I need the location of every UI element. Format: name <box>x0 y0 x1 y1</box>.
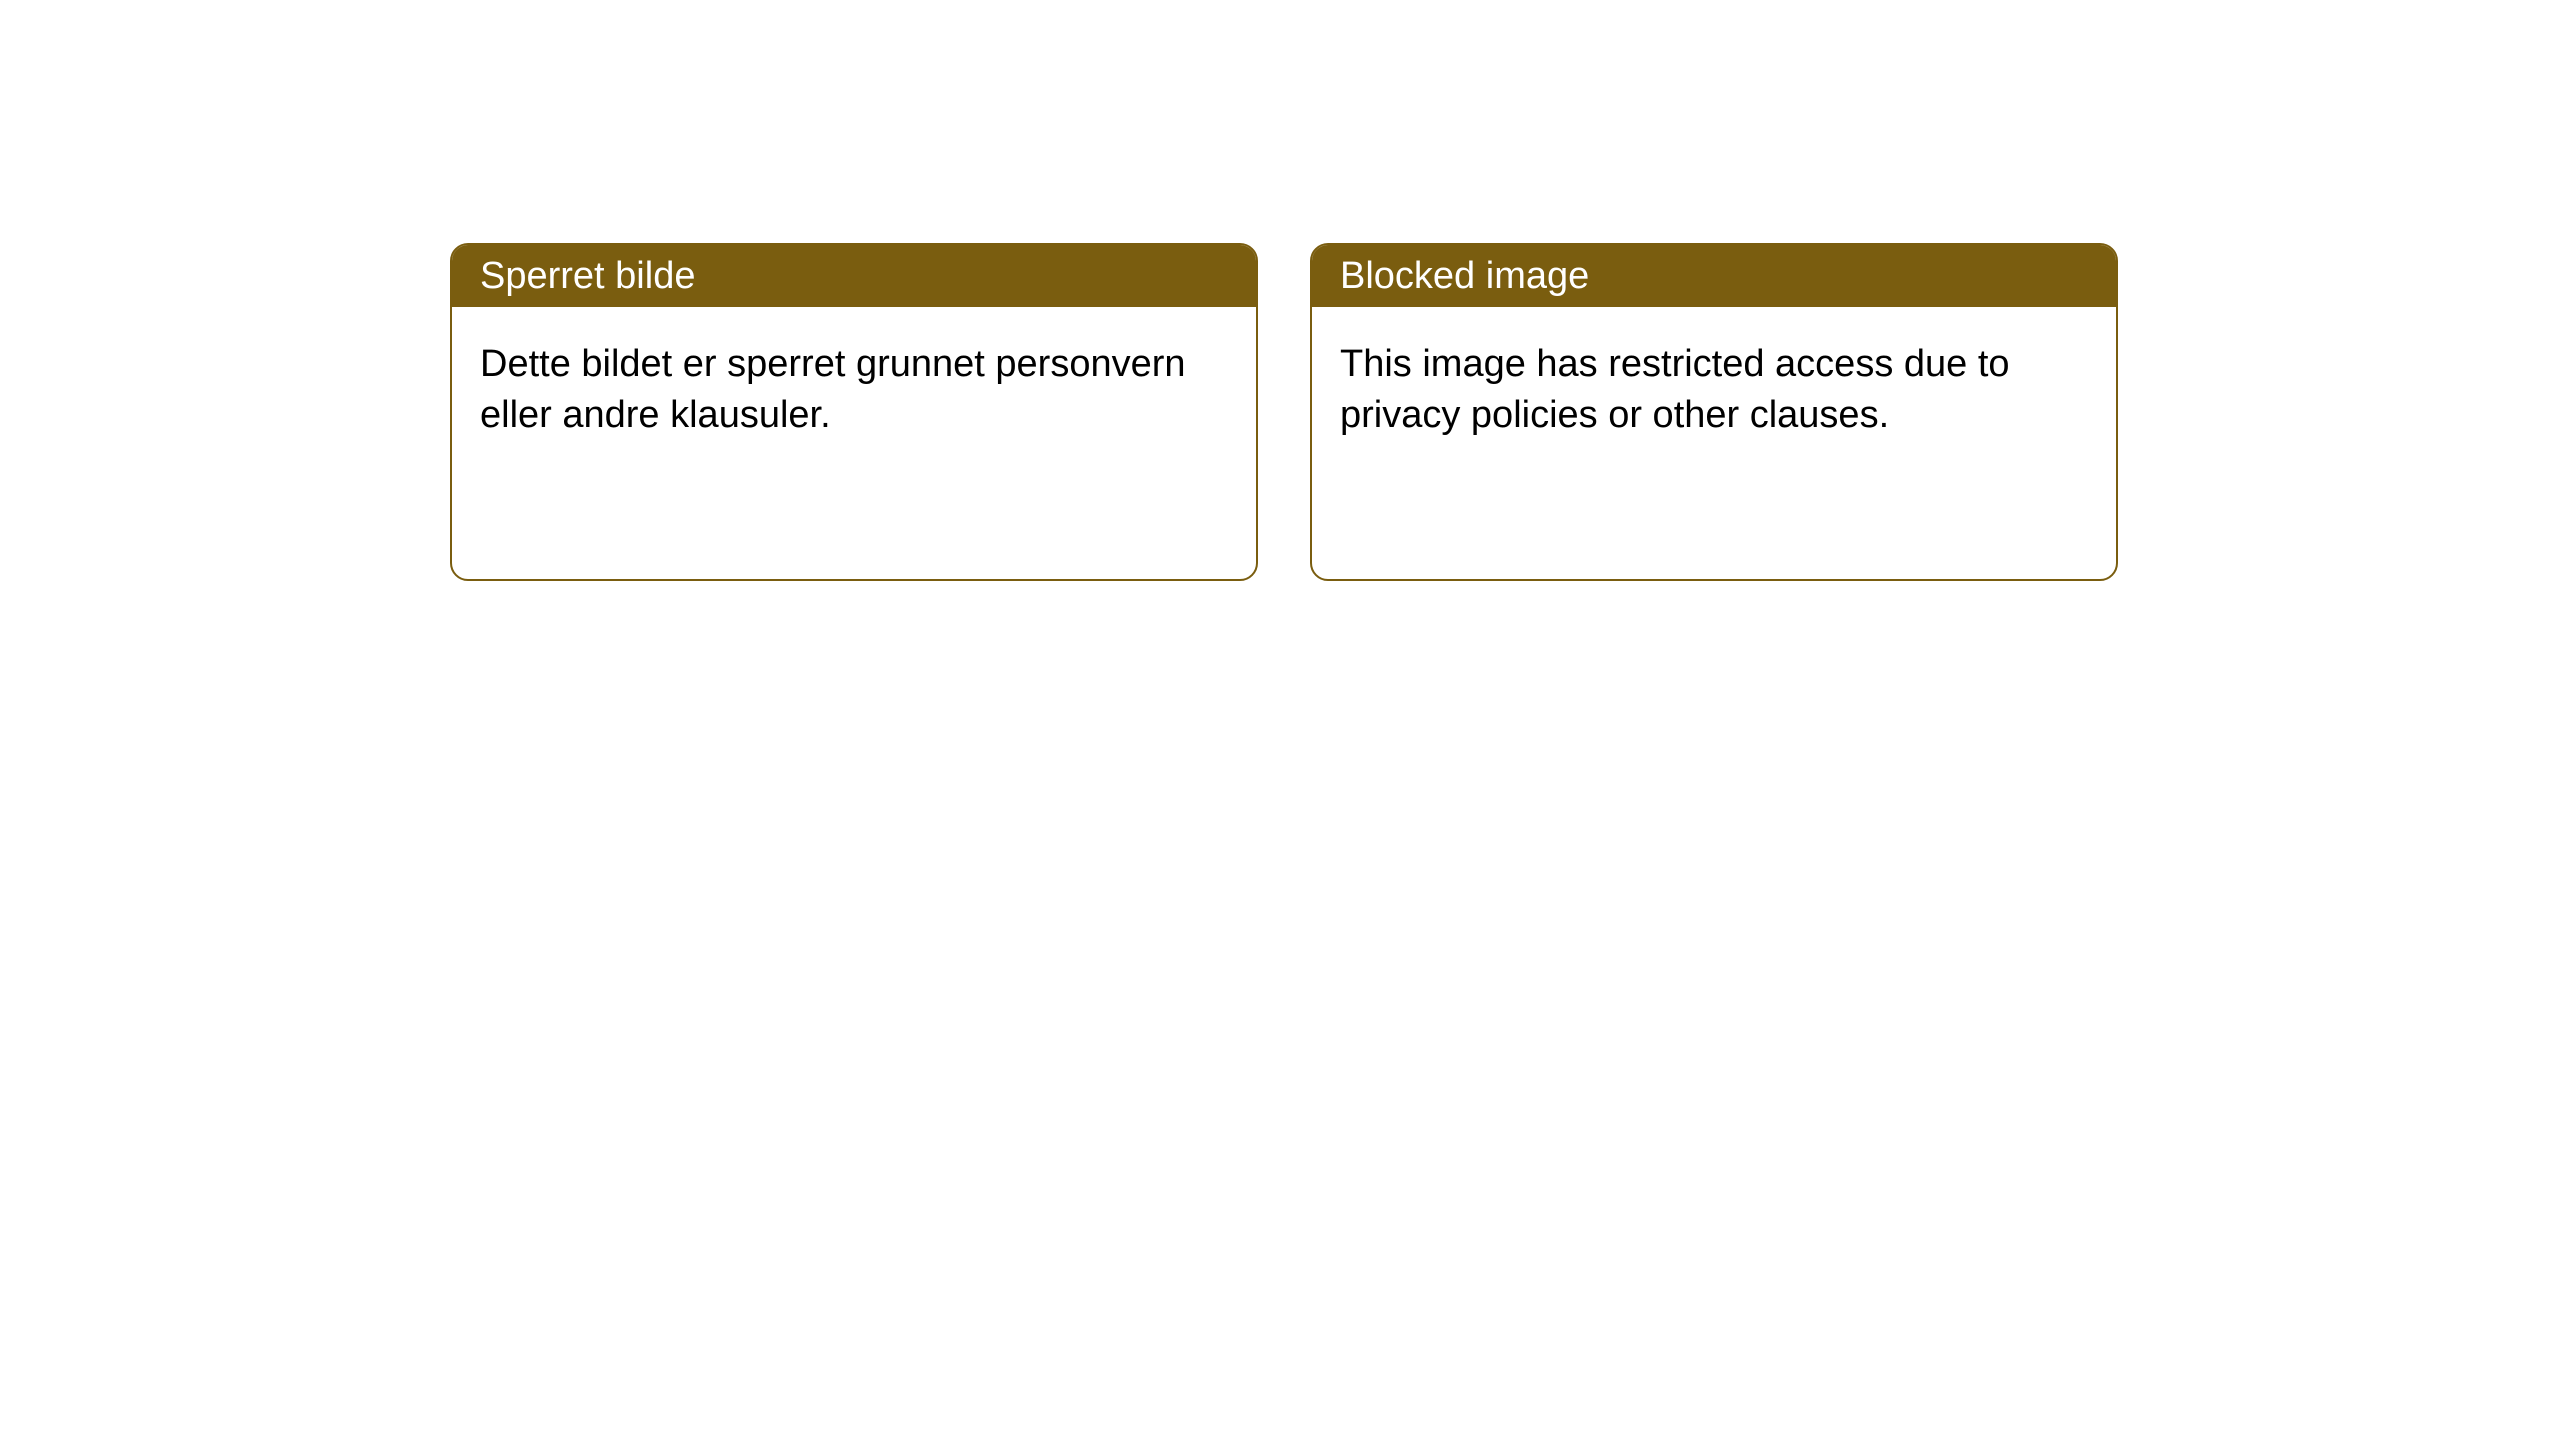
notice-card-english: Blocked image This image has restricted … <box>1310 243 2118 581</box>
notice-header-english: Blocked image <box>1312 245 2116 307</box>
notice-body-norwegian: Dette bildet er sperret grunnet personve… <box>452 307 1256 474</box>
notice-container: Sperret bilde Dette bildet er sperret gr… <box>0 0 2560 581</box>
notice-text-norwegian: Dette bildet er sperret grunnet personve… <box>480 343 1186 436</box>
notice-title-norwegian: Sperret bilde <box>480 255 695 298</box>
notice-text-english: This image has restricted access due to … <box>1340 343 2010 436</box>
notice-header-norwegian: Sperret bilde <box>452 245 1256 307</box>
notice-body-english: This image has restricted access due to … <box>1312 307 2116 474</box>
notice-title-english: Blocked image <box>1340 255 1589 298</box>
notice-card-norwegian: Sperret bilde Dette bildet er sperret gr… <box>450 243 1258 581</box>
